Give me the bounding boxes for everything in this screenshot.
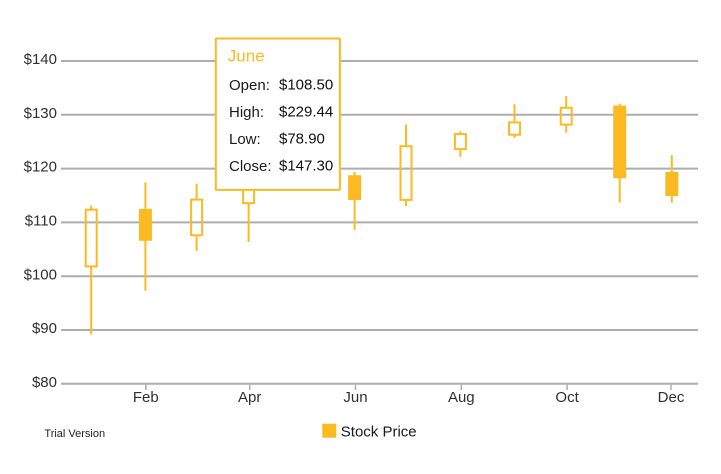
svg-text:$100: $100 (24, 266, 57, 283)
svg-text:$110: $110 (25, 213, 57, 230)
svg-text:High:: High: (229, 104, 264, 121)
svg-text:$108.50: $108.50 (279, 77, 333, 94)
svg-text:Trial Version: Trial Version (44, 428, 105, 440)
svg-text:Feb: Feb (133, 389, 159, 406)
svg-text:$130: $130 (24, 105, 57, 122)
svg-text:Close:: Close: (229, 158, 272, 175)
svg-text:Jun: Jun (343, 389, 367, 406)
svg-text:$229.44: $229.44 (279, 104, 333, 121)
svg-text:Stock Price: Stock Price (341, 423, 417, 440)
svg-text:$90: $90 (32, 320, 57, 337)
svg-text:Dec: Dec (658, 389, 685, 406)
svg-text:$147.30: $147.30 (279, 158, 333, 175)
svg-text:June: June (228, 47, 265, 66)
svg-text:Apr: Apr (238, 389, 261, 406)
svg-text:$78.90: $78.90 (279, 131, 325, 148)
svg-text:Low:: Low: (229, 131, 261, 148)
svg-text:$80: $80 (32, 374, 57, 391)
svg-text:Open:: Open: (229, 77, 270, 94)
svg-text:$140: $140 (24, 51, 57, 68)
svg-text:Aug: Aug (448, 389, 475, 406)
svg-text:$120: $120 (24, 159, 57, 176)
svg-text:Oct: Oct (555, 389, 579, 406)
